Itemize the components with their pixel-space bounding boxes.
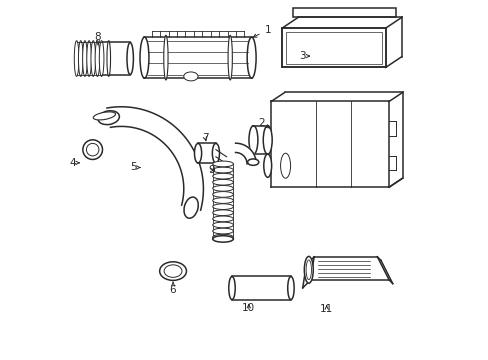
- Ellipse shape: [163, 35, 168, 80]
- Ellipse shape: [86, 41, 91, 76]
- Ellipse shape: [227, 35, 232, 80]
- Ellipse shape: [263, 154, 271, 177]
- Ellipse shape: [95, 41, 100, 76]
- Ellipse shape: [212, 192, 233, 197]
- Ellipse shape: [91, 41, 95, 76]
- Ellipse shape: [107, 41, 110, 76]
- Ellipse shape: [160, 262, 186, 280]
- Text: 7: 7: [202, 133, 208, 143]
- Polygon shape: [235, 143, 256, 164]
- Ellipse shape: [127, 42, 133, 75]
- Ellipse shape: [212, 185, 233, 191]
- Text: 3: 3: [299, 51, 309, 61]
- Ellipse shape: [183, 72, 198, 81]
- Ellipse shape: [212, 198, 233, 203]
- Ellipse shape: [305, 260, 311, 280]
- Ellipse shape: [228, 276, 235, 300]
- Text: 6: 6: [169, 282, 176, 295]
- FancyBboxPatch shape: [285, 32, 381, 64]
- Text: 10: 10: [242, 303, 255, 313]
- FancyBboxPatch shape: [292, 8, 395, 18]
- Ellipse shape: [212, 167, 233, 173]
- Ellipse shape: [280, 153, 290, 178]
- Text: 4: 4: [69, 158, 79, 168]
- Ellipse shape: [164, 265, 182, 277]
- Text: 1: 1: [253, 25, 270, 37]
- Ellipse shape: [98, 111, 119, 125]
- Ellipse shape: [263, 126, 272, 154]
- Ellipse shape: [183, 197, 198, 218]
- Ellipse shape: [212, 210, 233, 216]
- Ellipse shape: [246, 37, 256, 78]
- Ellipse shape: [99, 41, 104, 76]
- Text: 9: 9: [208, 165, 215, 175]
- Ellipse shape: [212, 161, 233, 167]
- Ellipse shape: [212, 204, 233, 210]
- Ellipse shape: [212, 234, 233, 240]
- Ellipse shape: [287, 276, 294, 300]
- Ellipse shape: [247, 159, 258, 165]
- Ellipse shape: [78, 41, 83, 76]
- Ellipse shape: [248, 126, 257, 154]
- Text: 5: 5: [130, 162, 140, 172]
- Ellipse shape: [212, 236, 233, 242]
- Ellipse shape: [212, 143, 219, 163]
- Ellipse shape: [212, 222, 233, 228]
- Ellipse shape: [82, 41, 87, 76]
- Polygon shape: [107, 107, 203, 210]
- Ellipse shape: [304, 256, 313, 283]
- Ellipse shape: [212, 179, 233, 185]
- Ellipse shape: [212, 228, 233, 234]
- Text: 8: 8: [95, 32, 101, 45]
- Polygon shape: [310, 257, 388, 280]
- Ellipse shape: [82, 140, 102, 159]
- Ellipse shape: [212, 216, 233, 222]
- Ellipse shape: [86, 143, 99, 156]
- Ellipse shape: [74, 41, 79, 76]
- FancyBboxPatch shape: [282, 28, 385, 67]
- Text: 11: 11: [319, 303, 333, 314]
- Text: 2: 2: [258, 118, 269, 129]
- Ellipse shape: [93, 112, 115, 120]
- Ellipse shape: [212, 173, 233, 179]
- Ellipse shape: [194, 143, 201, 163]
- Ellipse shape: [140, 37, 149, 78]
